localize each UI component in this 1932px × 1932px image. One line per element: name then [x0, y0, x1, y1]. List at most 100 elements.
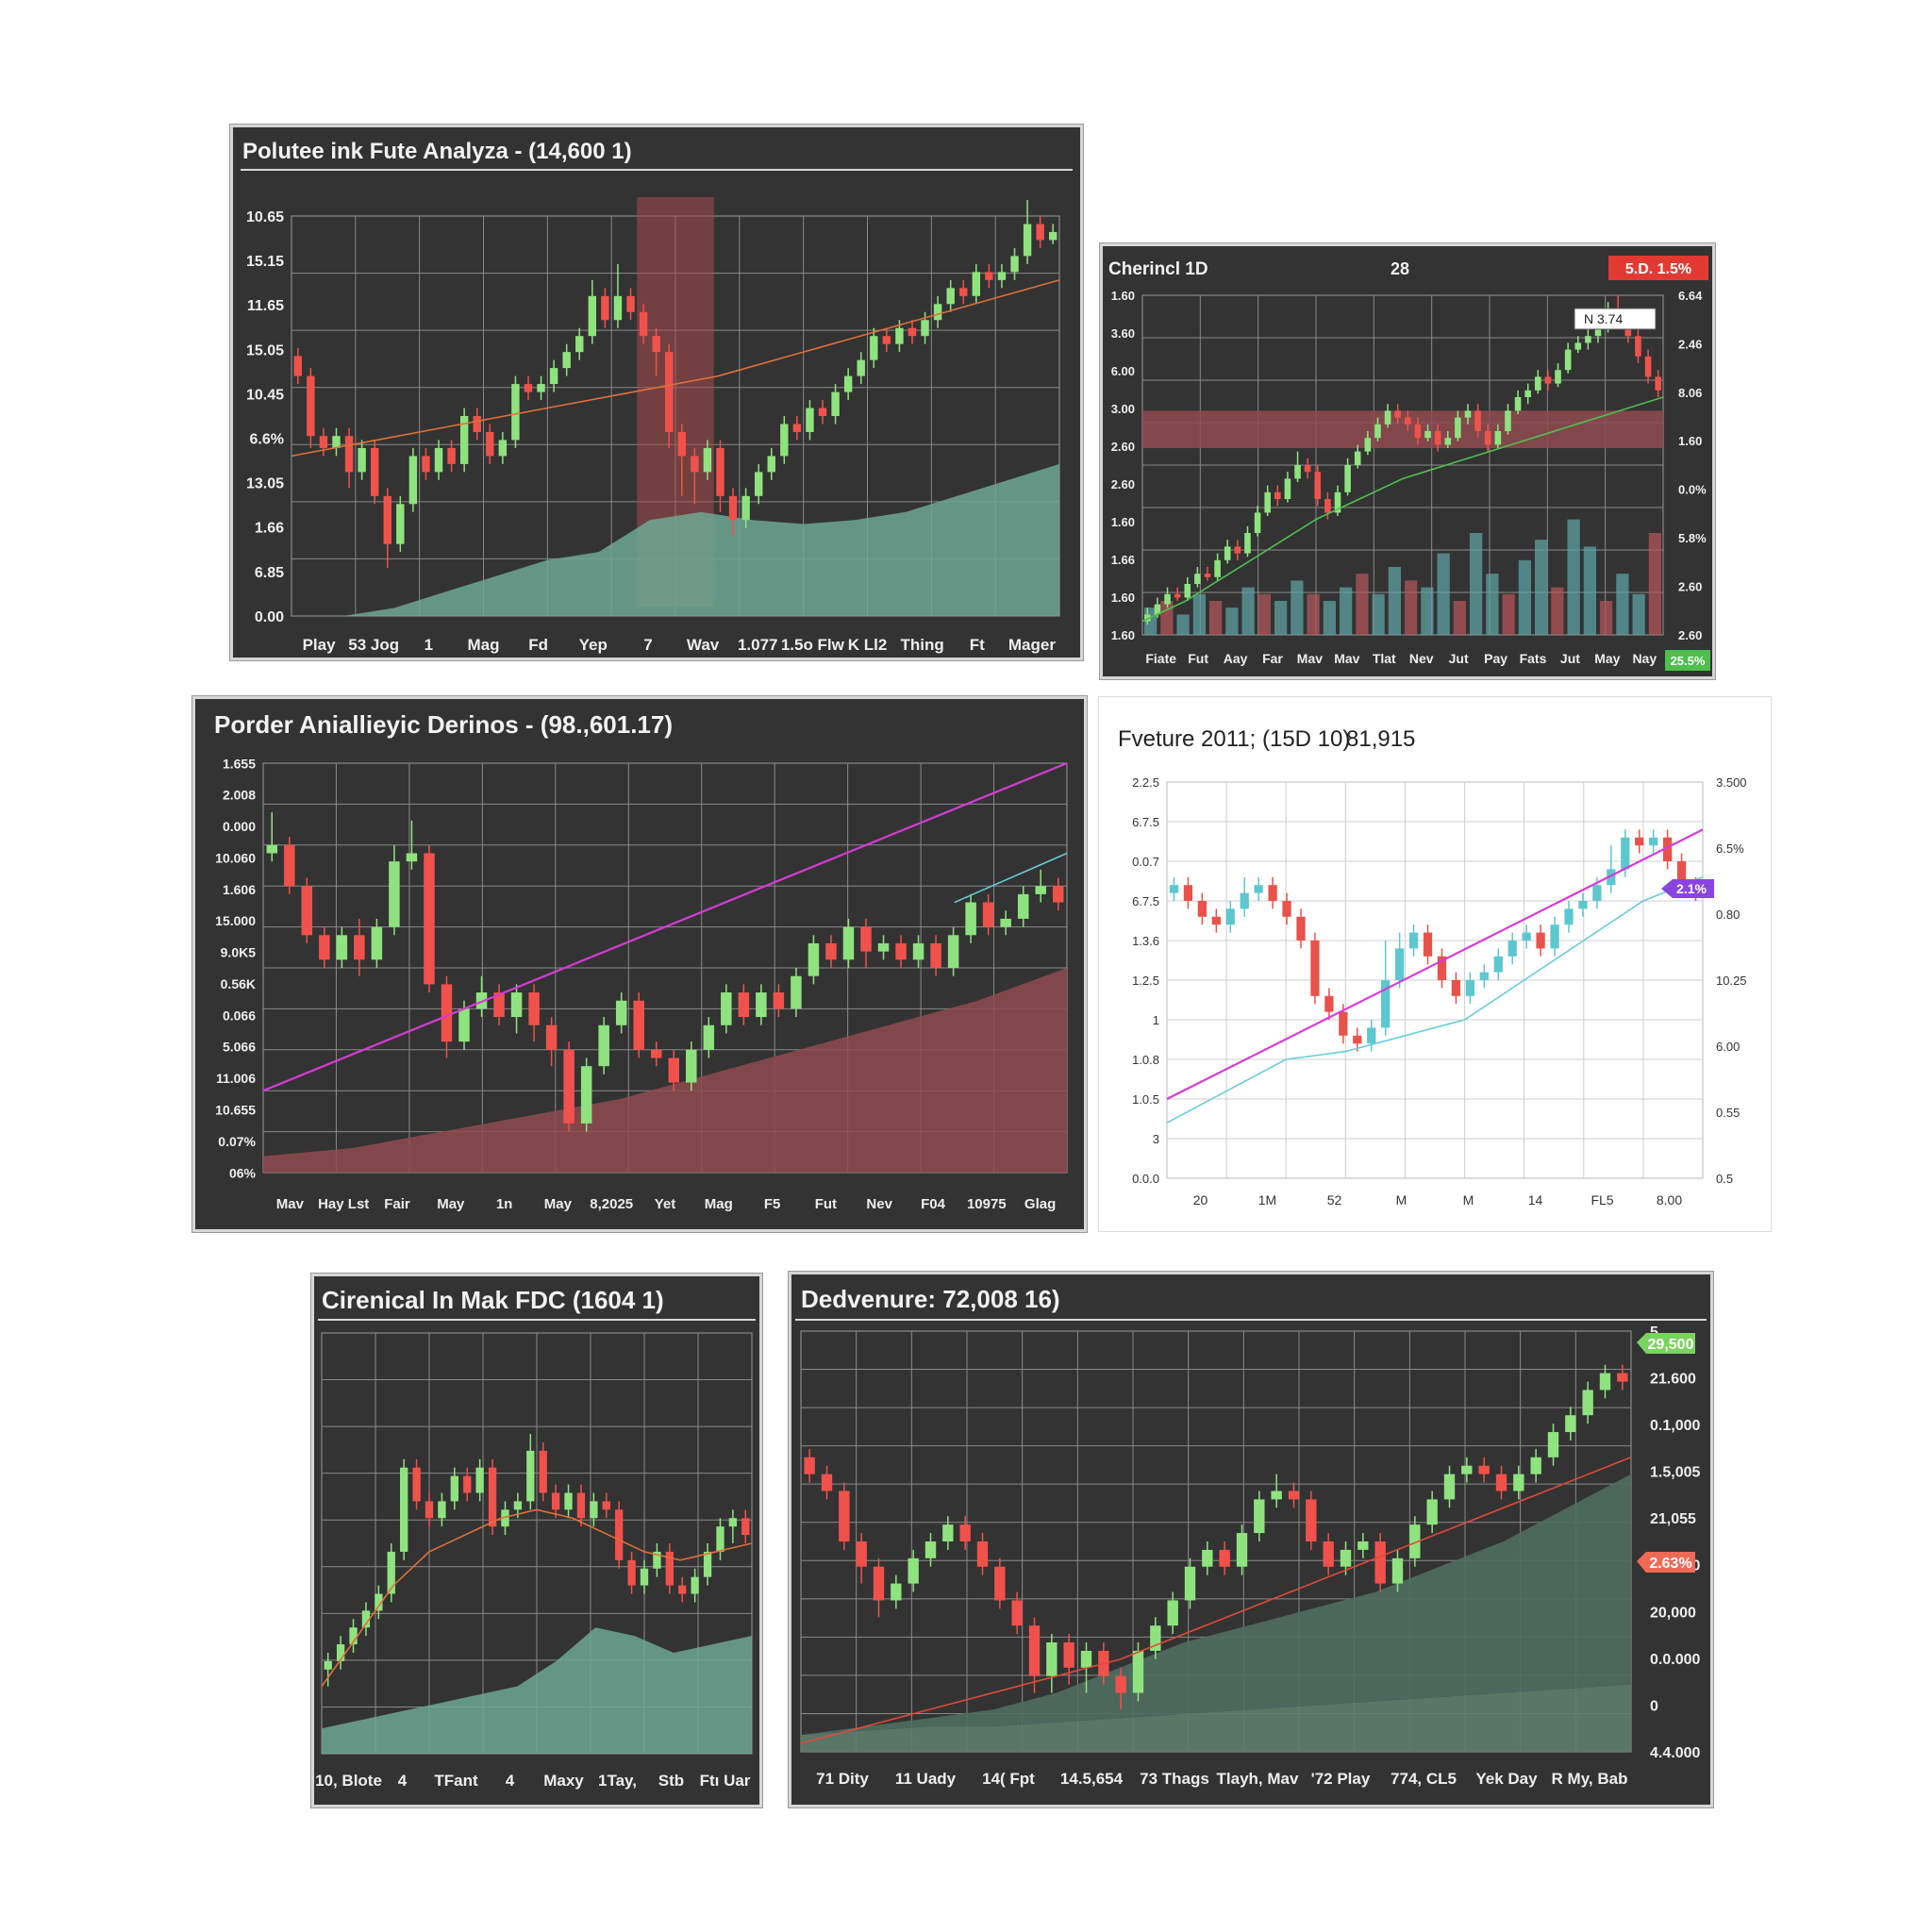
chart-5-candle	[387, 1551, 395, 1594]
chart-2-candle	[1564, 349, 1572, 371]
chart-3-candle	[633, 1000, 644, 1050]
chart-5-candle	[615, 1509, 624, 1560]
chart-6-candle	[1150, 1625, 1161, 1651]
chart-6-y-tick-right: 4.4.000	[1650, 1745, 1700, 1761]
chart-2-x-tick: Pay	[1484, 651, 1507, 666]
chart-3-candle	[1035, 886, 1046, 894]
chart-2-bottom-badge-bg	[1665, 650, 1710, 671]
chart-2-callout-bg	[1574, 308, 1657, 330]
chart-5-candle	[539, 1450, 547, 1493]
chart-2-volume-bar	[1453, 601, 1466, 635]
chart-6-candle	[1547, 1432, 1559, 1457]
chart-2-candle	[1294, 465, 1301, 479]
chart-6-candle	[1167, 1600, 1178, 1626]
chart-1-candle	[959, 288, 968, 296]
chart-1-candle	[549, 368, 558, 385]
chart-3-x-tick: Hay Lst	[318, 1196, 369, 1212]
chart-2-x-tick: May	[1594, 651, 1620, 666]
chart-3-candle	[528, 992, 540, 1025]
chart-2-candle	[1464, 410, 1472, 418]
chart-4-candle	[1536, 932, 1545, 949]
chart-6-candle	[1426, 1499, 1438, 1525]
chart-6-y-tick-right: 21.600	[1650, 1372, 1696, 1388]
chart-2-volume-bar	[1648, 533, 1661, 635]
chart-1-candle	[818, 408, 827, 416]
chart-1-candle	[486, 431, 494, 457]
chart-2-volume-bar	[1502, 593, 1515, 635]
chart-4-candle	[1381, 980, 1391, 1028]
chart-1-candle	[562, 352, 571, 369]
chart-2-volume-bar	[1535, 540, 1548, 635]
chart-4-y-tick-right: 10.25	[1716, 974, 1747, 988]
chart-2-y-tick-right: 6.64	[1678, 289, 1703, 303]
chart-5-trend-line	[321, 1508, 753, 1688]
chart-6-candle	[1219, 1549, 1230, 1567]
chart-1-candle	[613, 295, 623, 321]
chart-3-y-tick: 0.066	[223, 1008, 256, 1023]
chart-2-volume-bar	[1323, 601, 1336, 635]
chart-2-x-tick: Jut	[1560, 651, 1580, 666]
chart-4-candle	[1635, 837, 1644, 846]
chart-4-y-tick-left: 0.0.0	[1132, 1172, 1159, 1186]
chart-2-candle	[1444, 438, 1452, 445]
chart-1-y-tick: 1.66	[255, 521, 284, 537]
chart-4-candle	[1564, 908, 1574, 925]
chart-3-y-tick: 9.0K5	[221, 945, 257, 960]
chart-2-candle	[1424, 431, 1431, 439]
chart-2-volume-bar	[1176, 614, 1190, 635]
chart-1-y-tick: 11.65	[247, 298, 284, 314]
chart-2-x-tick: Aay	[1224, 651, 1248, 666]
chart-4-candle	[1465, 980, 1475, 996]
chart-4-candle	[1211, 916, 1221, 925]
chart-2-candle	[1484, 431, 1491, 445]
chart-3-area	[263, 968, 1067, 1173]
chart-3-x-tick: May	[544, 1196, 573, 1212]
chart-4-badge: 2.1%	[1676, 881, 1707, 896]
chart-6-y-tick-right: 20,000	[1650, 1605, 1696, 1621]
chart-2-candle	[1405, 417, 1411, 425]
chart-4-candle	[1578, 901, 1588, 909]
chart-1-candle	[293, 356, 302, 376]
chart-2-volume-bar	[1518, 559, 1531, 635]
chart-5-area	[322, 1627, 752, 1754]
chart-6-x-tick: Yek Day	[1475, 1770, 1538, 1788]
chart-3-candle	[615, 1000, 627, 1025]
chart-1-candle	[831, 391, 840, 416]
chart-2-y-tick-right: 1.60	[1678, 434, 1702, 448]
chart-6-candle	[1306, 1499, 1317, 1541]
chart-2-x-tick: Fut	[1188, 651, 1208, 666]
chart-1-candle	[728, 495, 738, 521]
chart-6-candle	[1323, 1541, 1334, 1567]
chart-4-badge-bg	[1661, 879, 1714, 898]
chart-4-candle	[1676, 861, 1687, 886]
chart-2-y-tick-left: 6.00	[1111, 364, 1135, 378]
chart-2-candle	[1655, 376, 1661, 391]
chart-5-candle	[375, 1593, 383, 1611]
chart-4-candle	[1479, 972, 1489, 980]
chart-4-candle	[1522, 932, 1531, 941]
chart-2-candle	[1434, 431, 1441, 445]
chart-6-x-tick: R My, Bab	[1552, 1770, 1628, 1788]
chart-4-x-tick: 1M	[1258, 1192, 1276, 1208]
chart-6-candle	[1478, 1465, 1490, 1474]
chart-2-y-tick-right: 2.60	[1678, 628, 1702, 642]
chart-4-x-tick: 8.00	[1657, 1192, 1682, 1208]
chart-3-candle	[773, 992, 785, 1009]
chart-4-candle	[1268, 885, 1277, 901]
chart-panel-2: Cherincl 1D 28 5.D. 1.5% 1.60 3.60 6.00 3.0…	[1100, 243, 1715, 679]
chart-1-y-tick: 15.05	[246, 342, 284, 358]
chart-6-candle	[873, 1566, 885, 1601]
chart-2-candle	[1414, 424, 1422, 439]
chart-panel-1: Polutee ink Fute Analyza - (14,600 1) 10…	[230, 125, 1083, 660]
chart-2-volume-bar	[1437, 553, 1450, 635]
chart-2-badge: 5.D. 1.5%	[1625, 261, 1691, 277]
chart-1-x-tick: 1.077	[738, 636, 778, 654]
chart-1-candle	[997, 272, 1007, 280]
chart-3-candle	[930, 942, 941, 968]
chart-2-volume-bar	[1274, 601, 1288, 635]
chart-3-x-tick: Nev	[866, 1196, 892, 1212]
chart-5-candle	[590, 1501, 598, 1519]
chart-1-x-tick: K Ll2	[848, 636, 888, 654]
chart-3-candle	[982, 902, 994, 927]
chart-3-candle	[510, 992, 523, 1018]
